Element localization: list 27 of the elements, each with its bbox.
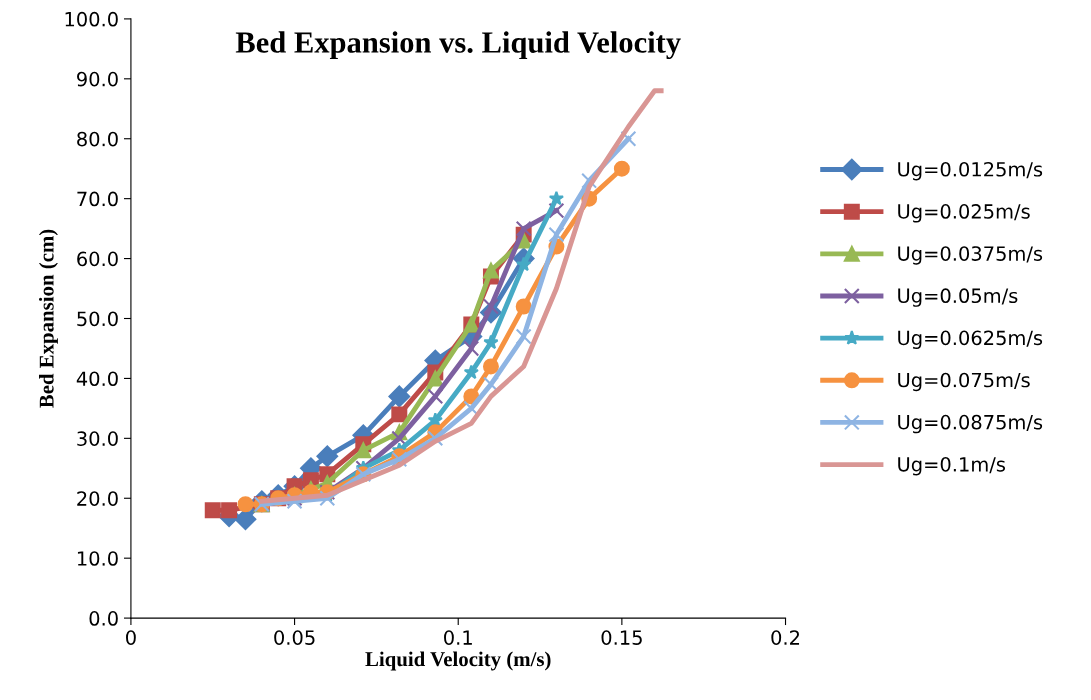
- chart-title: Bed Expansion vs. Liquid Velocity: [235, 31, 681, 60]
- legend-label: Ug=0.0125m/s: [898, 161, 1043, 181]
- y-tick-label: 10.0: [77, 551, 118, 566]
- legend-label: Ug=0.05m/s: [898, 288, 1018, 307]
- y-tick-label: 70.0: [77, 191, 118, 207]
- x-tick-label: 0: [126, 630, 136, 645]
- x-tick-label: 0.1: [444, 630, 472, 645]
- legend-label: Ug=0.0625m/s: [898, 330, 1043, 349]
- legend-label: Ug=0.0875m/s: [898, 414, 1043, 434]
- legend-label: Ug=0.0375m/s: [898, 246, 1043, 265]
- y-tick-label: 90.0: [77, 71, 118, 87]
- y-tick-label: 100.0: [65, 11, 118, 27]
- legend-label: Ug=0.075m/s: [898, 372, 1030, 392]
- y-tick-label: 20.0: [77, 491, 118, 506]
- y-tick-label: 50.0: [77, 311, 118, 327]
- y-tick-label: 40.0: [76, 371, 118, 387]
- y-tick-label: 0.0: [89, 611, 118, 626]
- legend-label: Ug=0.1m/s: [898, 456, 1006, 476]
- legend-label: Ug=0.025m/s: [898, 204, 1030, 223]
- y-axis-title: Bed Expansion (cm): [39, 229, 58, 408]
- x-tick-label: 0.15: [601, 630, 642, 645]
- y-tick-label: 80.0: [77, 131, 118, 147]
- x-axis-title: Liquid Velocity (m/s): [365, 651, 551, 671]
- x-tick-label: 0.05: [274, 630, 315, 645]
- x-tick-label: 0.2: [771, 630, 800, 645]
- y-tick-label: 60.0: [77, 251, 118, 267]
- y-tick-label: 30.0: [77, 431, 118, 446]
